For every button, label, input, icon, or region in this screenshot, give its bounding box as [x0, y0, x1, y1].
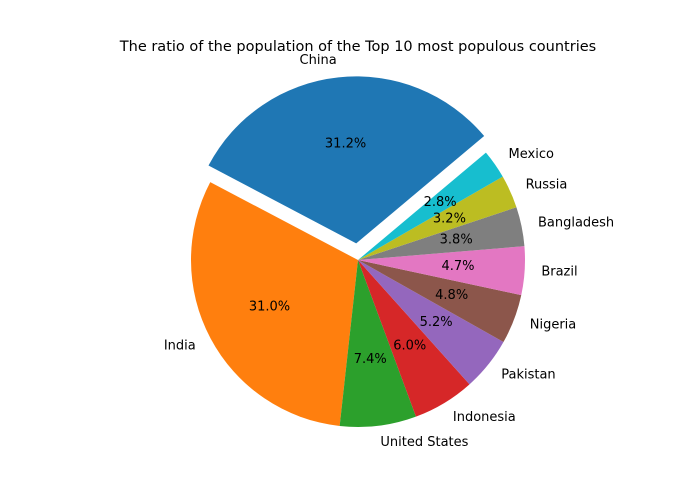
- percent-label-indonesia: 6.0%: [393, 338, 426, 353]
- percent-label-india: 31.0%: [249, 299, 290, 314]
- category-label-pakistan: Pakistan: [501, 368, 555, 383]
- category-label-bangladesh: Bangladesh: [538, 216, 614, 231]
- percent-label-russia: 3.2%: [433, 211, 466, 226]
- category-label-nigeria: Nigeria: [530, 318, 577, 333]
- percent-label-united-states: 7.4%: [354, 352, 387, 367]
- category-label-brazil: Brazil: [541, 264, 577, 279]
- percent-label-nigeria: 4.8%: [435, 288, 468, 303]
- pie-slice-pakistan: [358, 260, 504, 385]
- percent-label-bangladesh: 3.8%: [440, 232, 473, 247]
- percent-label-pakistan: 5.2%: [420, 315, 453, 330]
- category-label-indonesia: Indonesia: [453, 410, 516, 425]
- pie-slice-china: [208, 76, 485, 244]
- category-label-india: India: [164, 339, 196, 354]
- percent-label-brazil: 4.7%: [441, 259, 474, 274]
- category-label-china: China: [300, 53, 337, 68]
- pie-slice-united-states: [339, 260, 416, 428]
- percent-label-mexico: 2.8%: [424, 195, 457, 210]
- pie-slice-russia: [358, 176, 517, 260]
- pie-slice-india: [190, 182, 358, 426]
- chart-title: The ratio of the population of the Top 1…: [119, 39, 596, 55]
- pie-slices: [190, 76, 525, 428]
- pie-labels: China 31.2% India 31.0% United States 7.4% Ind…: [164, 53, 614, 450]
- pie-slice-indonesia: [358, 260, 470, 417]
- category-label-mexico: Mexico: [509, 147, 554, 162]
- category-label-russia: Russia: [526, 177, 568, 192]
- pie-slice-mexico: [358, 152, 503, 260]
- pie-slice-bangladesh: [358, 207, 525, 260]
- category-label-united-states: United States: [380, 435, 468, 450]
- percent-label-china: 31.2%: [325, 136, 366, 151]
- pie-slice-brazil: [358, 246, 525, 296]
- pie-slice-nigeria: [358, 260, 522, 343]
